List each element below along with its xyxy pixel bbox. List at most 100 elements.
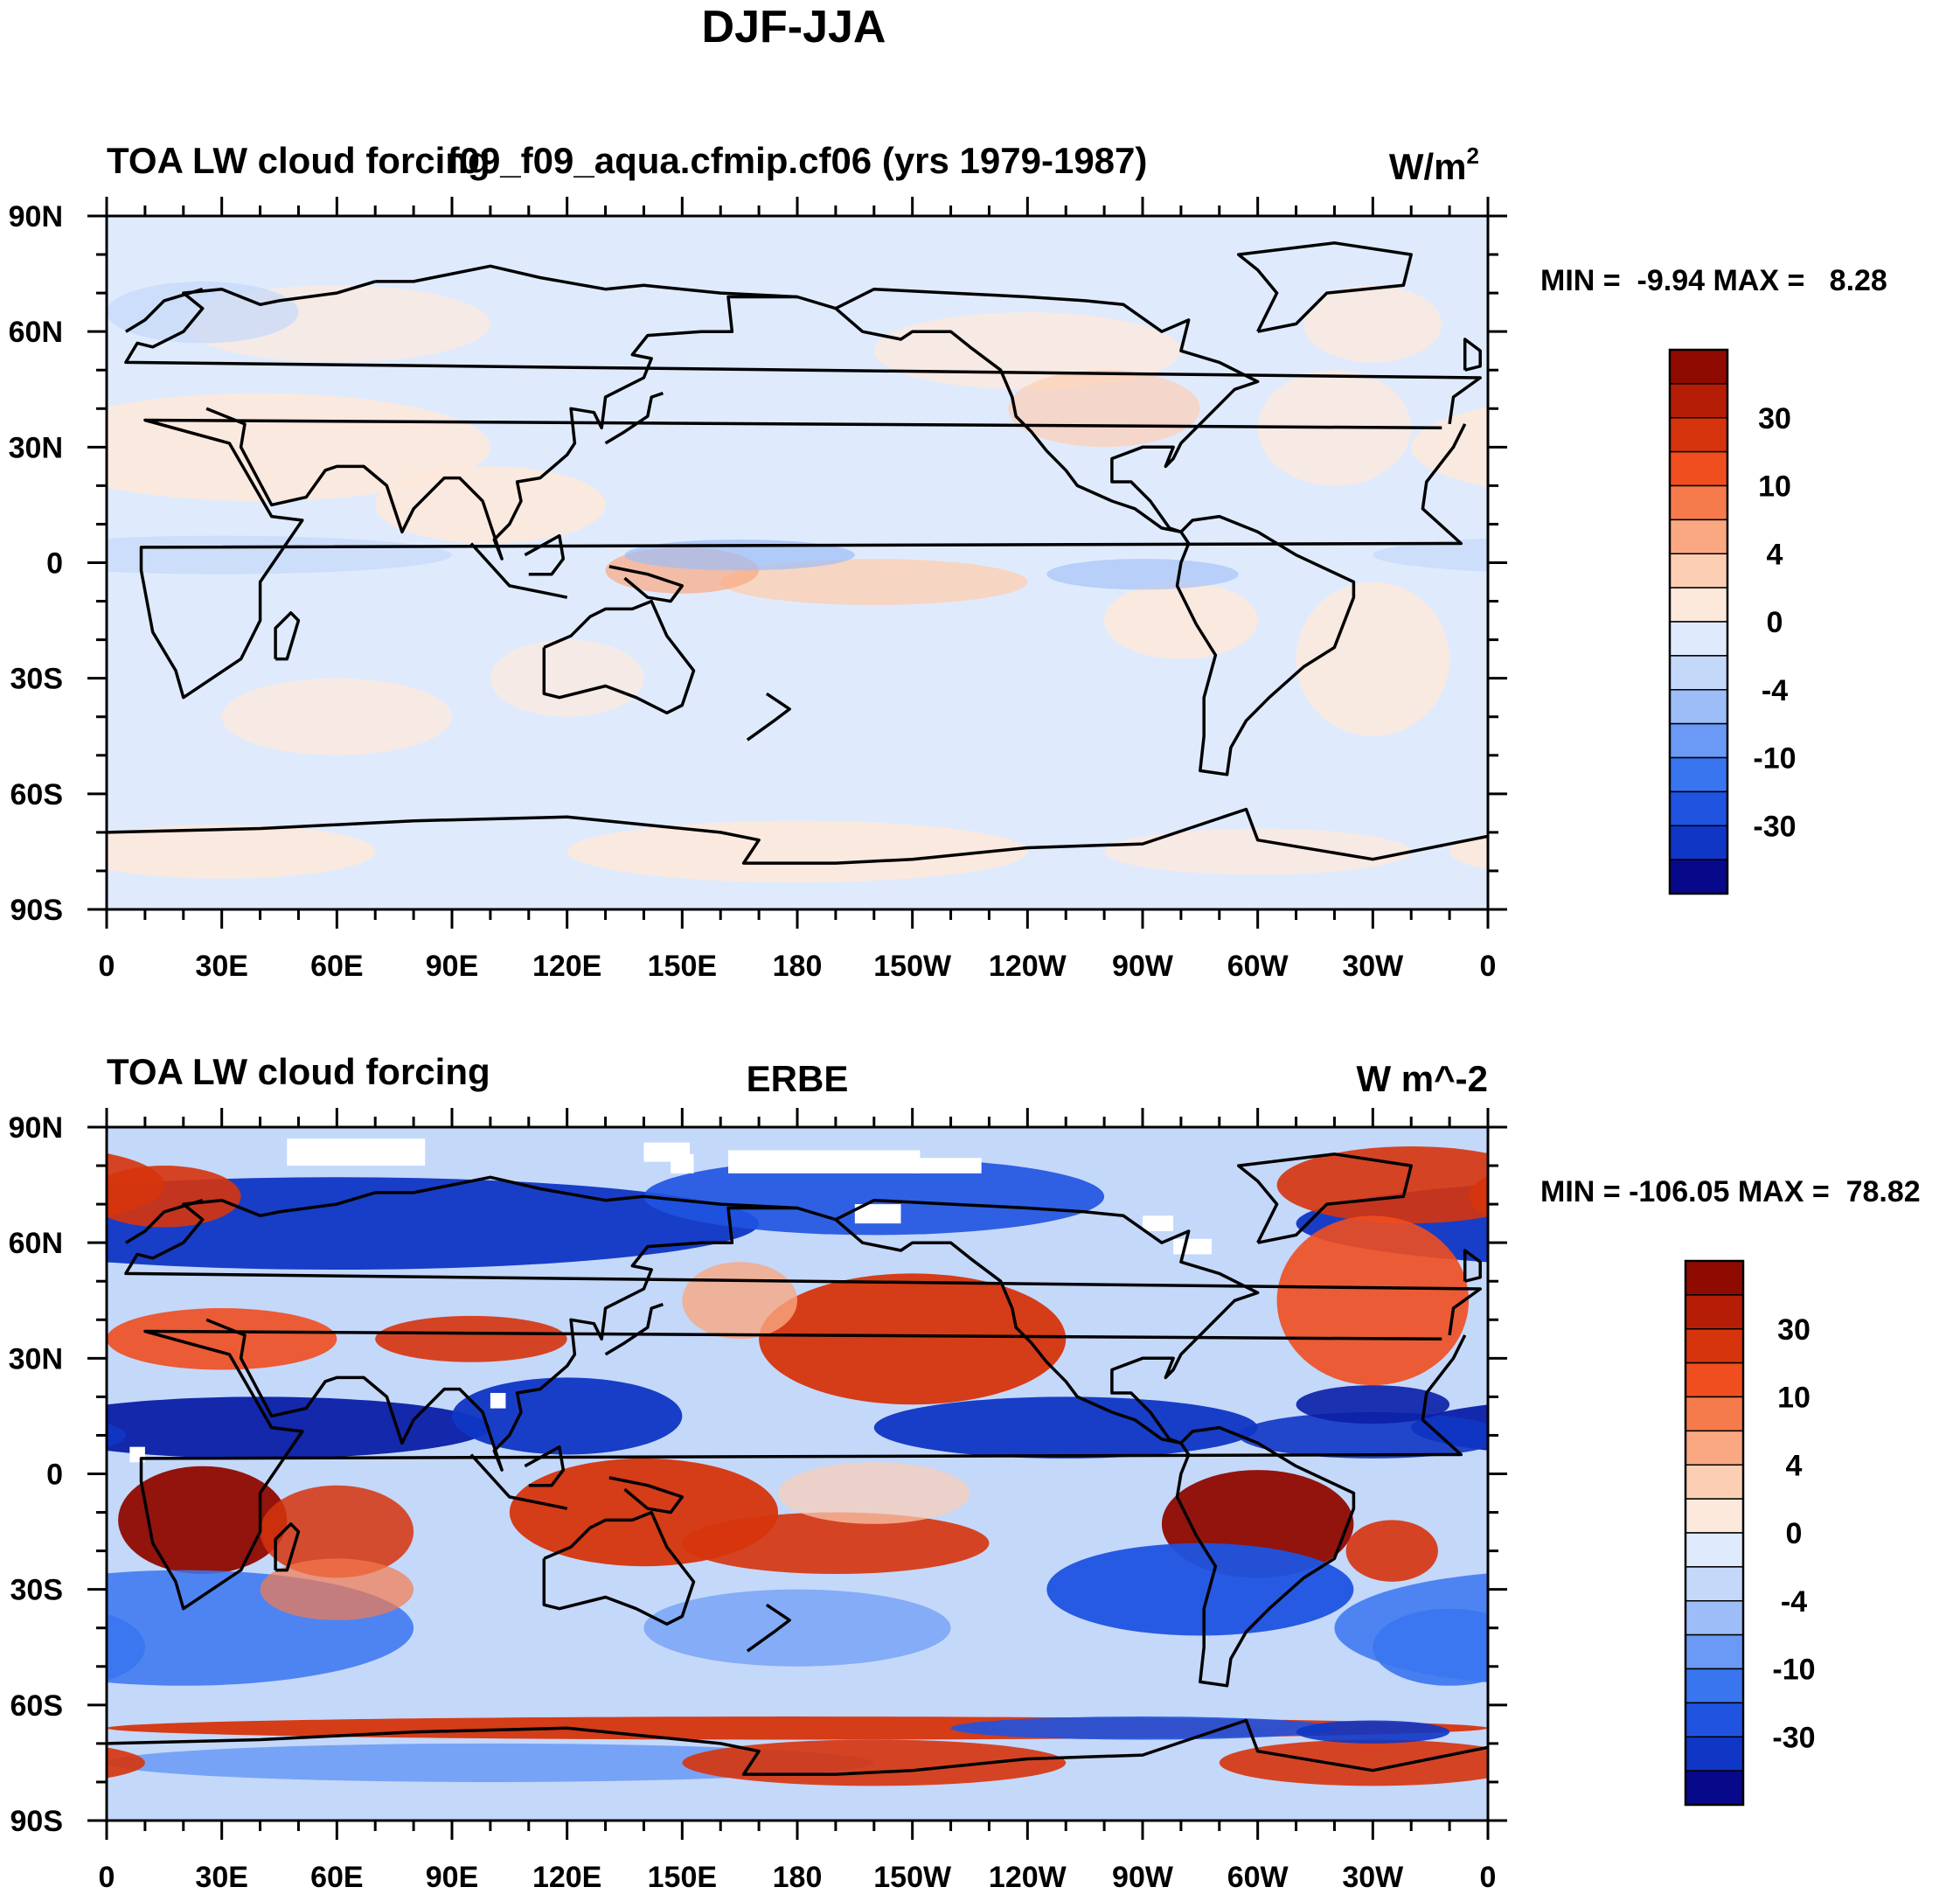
- p2-field-blob: [1296, 1720, 1450, 1744]
- p2-colorbar-box: [1685, 1532, 1744, 1568]
- p2-coastline: [542, 1510, 696, 1626]
- p1-coastline: [542, 599, 696, 715]
- p2-ytick-label: 30S: [10, 1574, 64, 1607]
- panel2-colorbar: 30 10 4 0 -4 -10 -30: [1684, 1259, 1816, 1807]
- p2-field-blob: [260, 1485, 414, 1578]
- p2-xtick-label: 90W: [1112, 1861, 1174, 1894]
- p2-field-blob: [107, 1177, 759, 1270]
- p1-field-blob: [107, 281, 299, 344]
- p2-xtick-label: 0: [1480, 1861, 1497, 1894]
- p2-ytick-label: 90N: [9, 1111, 63, 1145]
- p2-field-blob: [1276, 1215, 1470, 1386]
- panel2-missing-data: [728, 1150, 921, 1173]
- p1-field-blob: [1303, 285, 1442, 363]
- p2-xtick-label: 150W: [873, 1861, 952, 1894]
- p2-coastline: [834, 1218, 1182, 1445]
- p1-ytick-label: 90S: [10, 894, 64, 927]
- p2-colorbar-label: 10: [1777, 1382, 1811, 1415]
- p1-coastline: [469, 542, 568, 599]
- p2-coastline: [604, 1303, 664, 1356]
- p2-field-blob: [107, 1613, 145, 1681]
- p1-xtick-label: 150W: [873, 950, 952, 983]
- p2-coastline: [835, 1198, 1260, 1445]
- p2-xtick-label: 30E: [195, 1861, 248, 1894]
- p1-colorbar-box: [1669, 790, 1728, 826]
- p2-field-blob: [682, 1512, 990, 1575]
- p1-coastline: [139, 418, 1467, 700]
- panel2-coastlines: [107, 1152, 1488, 1776]
- panel1-ticks: [87, 197, 1507, 929]
- p1-coastline: [1463, 338, 1482, 372]
- panel2-missing-data: [912, 1158, 982, 1173]
- p2-coastline: [1175, 1425, 1356, 1688]
- p1-coastline: [124, 288, 204, 333]
- panel1-units: W/m2: [1389, 143, 1479, 187]
- p2-coastline: [1463, 1249, 1482, 1283]
- p1-coastline: [1236, 241, 1413, 333]
- p1-xtick-label: 90W: [1112, 950, 1174, 983]
- p1-colorbar-label: 0: [1767, 606, 1783, 639]
- p2-colorbar-label: -4: [1781, 1585, 1807, 1619]
- p1-colorbar-label: 10: [1758, 470, 1791, 504]
- p1-colorbar-box: [1669, 553, 1728, 588]
- p1-xtick-label: 180: [773, 950, 823, 983]
- p1-field-blob: [720, 559, 1028, 605]
- p2-colorbar-box: [1685, 1736, 1744, 1772]
- panel2-missing-data: [671, 1153, 694, 1173]
- p2-colorbar-label: 4: [1786, 1449, 1803, 1482]
- p2-xtick-label: 120E: [532, 1861, 601, 1894]
- p2-colorbar-box: [1685, 1498, 1744, 1534]
- p1-xtick-label: 120E: [532, 950, 601, 983]
- p1-colorbar-box: [1669, 722, 1728, 759]
- p1-coastline: [608, 565, 685, 603]
- p1-colorbar-box: [1669, 621, 1728, 657]
- p2-field-blob: [107, 1308, 337, 1370]
- p1-colorbar-label: -4: [1762, 674, 1788, 707]
- p1-colorbar-box: [1669, 417, 1728, 453]
- p1-coastline: [375, 264, 798, 299]
- p1-field-blob: [1104, 581, 1258, 659]
- p2-xtick-label: 60E: [310, 1861, 364, 1894]
- p1-field-blob: [1008, 370, 1200, 448]
- p2-field-blob: [778, 1462, 970, 1524]
- p2-coastline: [375, 1175, 798, 1210]
- p2-colorbar-box: [1685, 1361, 1744, 1398]
- p1-ytick-label: 30N: [9, 431, 63, 464]
- p2-coastline: [469, 1453, 568, 1510]
- p1-colorbar-box: [1669, 859, 1728, 895]
- p2-colorbar-box: [1685, 1566, 1744, 1602]
- p2-ytick-label: 30N: [9, 1342, 63, 1375]
- panel2-missing-data: [1173, 1238, 1212, 1255]
- panel1-tick-labels: 0 30E 60E 90E 120E 150E 180 150W 120W 90W 60W 30W 0 9…: [9, 200, 1497, 983]
- p2-field-blob: [682, 1262, 798, 1340]
- p1-coastline: [746, 692, 791, 742]
- p2-xtick-label: 60W: [1227, 1861, 1289, 1894]
- panel1-colorbar: 30 10 4 0 -4 -10 -30: [1668, 348, 1797, 895]
- p1-field-blob: [624, 540, 855, 571]
- p1-colorbar-box: [1669, 689, 1728, 725]
- p2-field-blob: [1373, 1608, 1488, 1686]
- p1-colorbar-box: [1669, 825, 1728, 860]
- p1-xtick-label: 60E: [310, 950, 364, 983]
- p1-coastline: [107, 807, 1488, 865]
- p1-field-blob: [107, 825, 376, 879]
- p2-field-blob: [1345, 1520, 1438, 1582]
- p1-field-blob: [1046, 559, 1239, 590]
- p2-field-blob: [950, 1716, 1335, 1740]
- p1-ytick-label: 0: [46, 547, 63, 581]
- p1-colorbar-label: -30: [1753, 810, 1796, 843]
- p2-field-blob: [107, 1166, 241, 1228]
- panel1-title-left: TOA LW cloud forcing: [107, 140, 490, 181]
- p1-colorbar-box: [1669, 519, 1728, 554]
- p2-ytick-label: 60S: [10, 1689, 64, 1723]
- p1-xtick-label: 0: [1480, 950, 1497, 983]
- p2-ytick-label: 60N: [9, 1227, 63, 1260]
- p1-field-blob: [107, 535, 452, 574]
- p2-xtick-label: 150E: [648, 1861, 717, 1894]
- p1-coastline: [1175, 514, 1356, 776]
- panel-model: TOA LW cloud forcing f09_f09_aqua.cfmip.…: [9, 140, 1887, 983]
- p1-coastline: [604, 392, 664, 445]
- p2-coastline: [746, 1603, 791, 1653]
- figure-title: DJF-JJA: [702, 2, 886, 52]
- p1-xtick-label: 150E: [648, 950, 717, 983]
